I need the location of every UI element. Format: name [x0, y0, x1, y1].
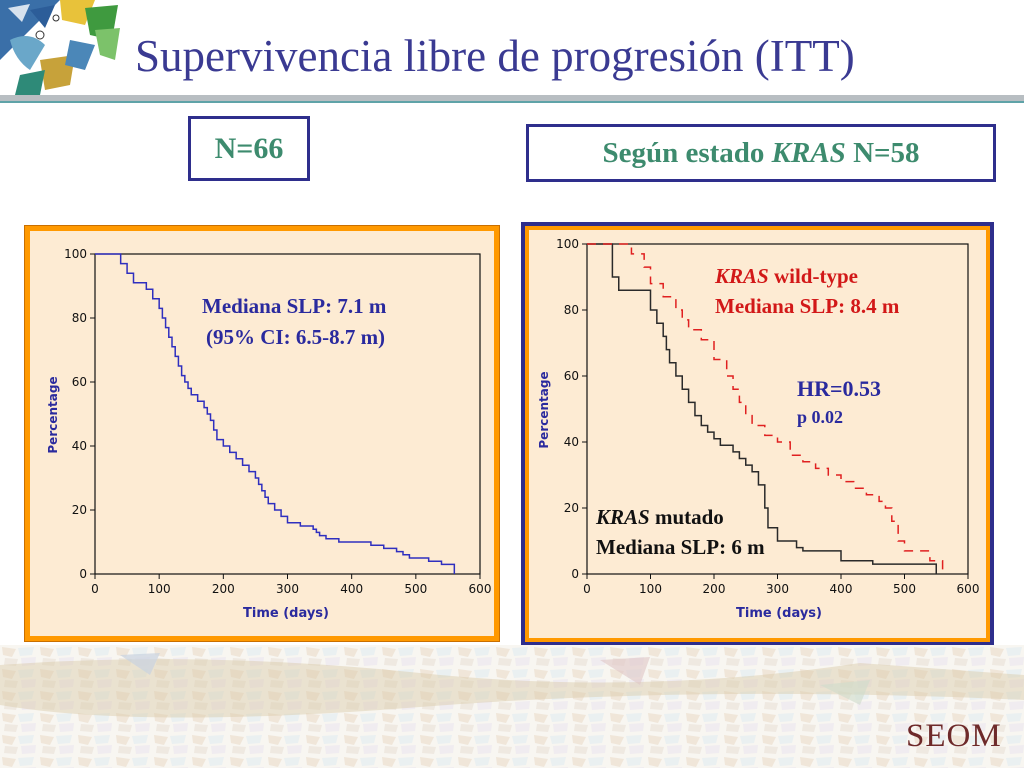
- kras-box-italic: KRAS: [771, 136, 846, 169]
- mutado-label-kras: KRAS: [595, 505, 650, 529]
- right-chart-axes: 0 100 200 300 400 500 600 0 20 40 60 80 100: [556, 237, 979, 596]
- title-divider: [0, 95, 1024, 101]
- pfs-itt-chart: 0 100 200 300 400 500 600 0 20 40 60 80 100 Mediana …: [24, 225, 500, 642]
- right-y-tick-label-0: 0: [571, 567, 579, 581]
- right-x-tick-label-1: 100: [639, 582, 662, 596]
- right-y-tick-label-5: 100: [556, 237, 579, 251]
- wildtype-label: KRAS wild-type: [714, 264, 858, 288]
- slide-title: Supervivencia libre de progresión (ITT): [135, 31, 855, 81]
- left-x-tick-label-3: 300: [276, 582, 299, 596]
- pfs-kras-chart: 0 100 200 300 400 500 600 0 20 40 60 80 100 KRAS wil…: [521, 222, 994, 646]
- kras-status-box: Según estado KRAS N=58: [526, 124, 996, 182]
- left-chart-axes: 0 100 200 300 400 500 600 0 20 40 60 80 100: [64, 247, 491, 596]
- left-y-tick-label-4: 80: [72, 311, 87, 325]
- kras-box-pre: Según estado: [602, 136, 772, 169]
- right-x-tick-label-2: 200: [703, 582, 726, 596]
- mutado-median: Mediana SLP: 6 m: [596, 535, 765, 559]
- wildtype-median: Mediana SLP: 8.4 m: [715, 294, 900, 318]
- n66-label: N=66: [214, 131, 284, 165]
- right-y-tick-label-2: 40: [564, 435, 579, 449]
- right-x-tick-label-3: 300: [766, 582, 789, 596]
- title-divider-accent: [0, 101, 1024, 103]
- itt-km-curve: [95, 253, 456, 574]
- right-x-tick-label-0: 0: [583, 582, 591, 596]
- seom-brand: SEOM: [906, 718, 1002, 754]
- hazard-ratio: HR=0.53: [797, 376, 881, 401]
- left-y-tick-label-5: 100: [64, 247, 87, 261]
- right-y-tick-label-1: 20: [564, 501, 579, 515]
- left-y-tick-label-2: 40: [72, 439, 87, 453]
- right-x-tick-label-6: 600: [957, 582, 980, 596]
- kras-mutado-km-curve: [587, 243, 937, 574]
- left-y-tick-label-3: 60: [72, 375, 87, 389]
- n66-box: N=66: [188, 116, 310, 181]
- left-y-tick-label-1: 20: [72, 503, 87, 517]
- left-x-tick-label-6: 600: [469, 582, 492, 596]
- left-x-tick-label-4: 400: [340, 582, 363, 596]
- left-y-tick-label-0: 0: [79, 567, 87, 581]
- left-x-tick-label-2: 200: [212, 582, 235, 596]
- kras-box-post: N=58: [845, 136, 920, 169]
- wildtype-label-text: wild-type: [769, 264, 858, 288]
- right-y-tick-label-3: 60: [564, 369, 579, 383]
- right-chart-x-label: Time (days): [736, 606, 822, 621]
- right-chart-y-label: Percentage: [537, 371, 551, 448]
- left-chart-annotation-1: Mediana SLP: 7.1 m: [202, 294, 387, 318]
- mosaic-footer: [0, 645, 1024, 768]
- right-x-tick-label-5: 500: [893, 582, 916, 596]
- left-x-tick-label-0: 0: [91, 582, 99, 596]
- left-x-tick-label-1: 100: [148, 582, 171, 596]
- right-x-tick-label-4: 400: [830, 582, 853, 596]
- wildtype-label-kras: KRAS: [714, 264, 769, 288]
- left-chart-annotation-2: (95% CI: 6.5-8.7 m): [206, 325, 385, 349]
- left-x-tick-label-5: 500: [404, 582, 427, 596]
- kras-wildtype-km-curve: [587, 243, 944, 574]
- mosaic-logo: [0, 0, 120, 95]
- left-chart-x-label: Time (days): [243, 606, 329, 621]
- left-chart-y-label: Percentage: [46, 376, 60, 453]
- p-value: p 0.02: [797, 407, 843, 427]
- mutado-label-text: mutado: [650, 505, 724, 529]
- mutado-label: KRAS mutado: [595, 505, 724, 529]
- right-y-tick-label-4: 80: [564, 303, 579, 317]
